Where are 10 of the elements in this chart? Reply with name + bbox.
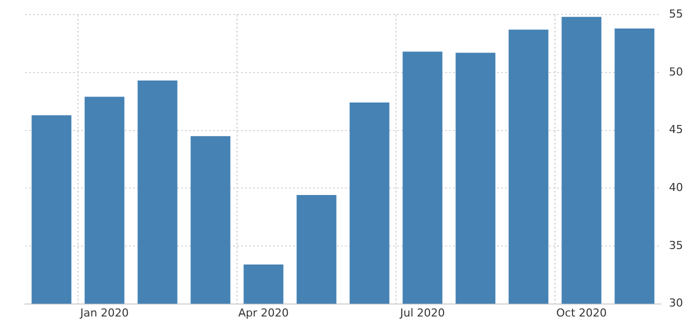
x-tick-label: Jan 2020 xyxy=(79,306,129,320)
y-tick-label: 45 xyxy=(669,123,684,136)
y-tick-label: 30 xyxy=(669,296,684,310)
y-tick-label: 35 xyxy=(669,238,684,252)
y-tick-label: 50 xyxy=(669,65,684,78)
y-tick-label: 40 xyxy=(669,180,684,194)
x-tick-label: Jul 2020 xyxy=(399,306,445,320)
x-tick-label: Oct 2020 xyxy=(556,306,607,320)
x-tick-label: Apr 2020 xyxy=(238,306,289,320)
y-tick-label: 55 xyxy=(669,7,684,20)
